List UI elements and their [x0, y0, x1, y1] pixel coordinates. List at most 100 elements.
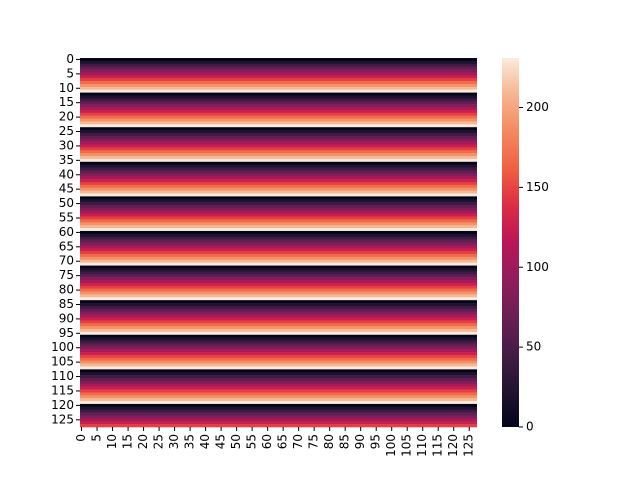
y-tick-label: 115 — [51, 383, 74, 397]
x-tick-label: 30 — [167, 434, 181, 449]
heatmap-row — [80, 317, 477, 321]
heatmap-row — [80, 375, 477, 379]
x-tick-label: 15 — [121, 434, 135, 449]
heatmap-row — [80, 357, 477, 361]
heatmap-row — [80, 349, 477, 353]
heatmap-row — [80, 245, 477, 249]
x-tick-label: 85 — [338, 434, 352, 449]
x-tick-label: 25 — [152, 434, 166, 449]
heatmap-row — [80, 386, 477, 390]
heatmap-row — [80, 219, 477, 223]
x-tick-label: 115 — [431, 434, 445, 457]
y-tick-label: 120 — [51, 398, 74, 412]
x-tick-label: 10 — [105, 434, 119, 449]
x-tick-label: 50 — [229, 434, 243, 449]
heatmap-row — [80, 167, 477, 171]
heatmap-row — [80, 291, 477, 295]
x-tick-label: 0 — [74, 434, 88, 442]
x-tick-label: 45 — [214, 434, 228, 449]
heatmap-row — [80, 328, 477, 333]
heatmap-row — [80, 334, 477, 338]
heatmap-row — [80, 225, 477, 229]
y-tick-label: 0 — [66, 52, 74, 66]
heatmap-row — [80, 228, 477, 232]
heatmap-row — [80, 72, 477, 76]
heatmap-row — [80, 112, 477, 116]
x-tick-label: 100 — [384, 434, 398, 457]
x-tick-label: 95 — [369, 434, 383, 449]
x-tick-label: 80 — [322, 434, 336, 449]
y-tick-label: 90 — [59, 311, 74, 325]
heatmap-row — [80, 406, 477, 411]
heatmap-row — [80, 395, 477, 399]
heatmap-row — [80, 401, 477, 405]
heatmap-row — [80, 383, 477, 387]
heatmap-row — [80, 150, 477, 154]
heatmap-row — [80, 236, 477, 240]
y-tick-label: 110 — [51, 369, 74, 383]
heatmap-row — [80, 398, 477, 402]
y-tick-label: 100 — [51, 340, 74, 354]
x-tick-label: 35 — [183, 434, 197, 449]
x-tick-label: 125 — [462, 434, 476, 457]
heatmap-row — [80, 389, 477, 393]
heatmap-row — [80, 66, 477, 70]
heatmap-row — [80, 104, 477, 108]
heatmap-row — [80, 377, 477, 382]
heatmap-row — [80, 190, 477, 194]
heatmap-row — [80, 285, 477, 289]
heatmap-row — [80, 98, 477, 102]
heatmap-row — [80, 320, 477, 324]
heatmap-row — [80, 311, 477, 315]
x-tick-label: 40 — [198, 434, 212, 449]
heatmap-row — [80, 158, 477, 163]
x-tick-label: 105 — [400, 434, 414, 457]
heatmap-row — [80, 326, 477, 330]
heatmap-row — [80, 58, 477, 62]
heatmap-row — [80, 83, 477, 88]
y-tick-label: 45 — [59, 182, 74, 196]
heatmap-row — [80, 265, 477, 269]
heatmap-row — [80, 424, 477, 428]
colorbar-tick-label: 0 — [526, 420, 534, 434]
heatmap-row — [80, 248, 477, 252]
heatmap-row — [80, 118, 477, 122]
heatmap-row — [80, 210, 477, 214]
heatmap-row — [80, 360, 477, 364]
heatmap-row — [80, 121, 477, 125]
heatmap-row — [80, 130, 477, 134]
y-tick-label: 50 — [59, 196, 74, 210]
x-tick-label: 60 — [260, 434, 274, 449]
heatmap-row — [80, 205, 477, 209]
heatmap-row — [80, 222, 477, 226]
heatmap-row — [80, 239, 477, 243]
y-tick-label: 5 — [66, 66, 74, 80]
heatmap-row — [80, 135, 477, 140]
heatmap-row — [80, 132, 477, 137]
heatmap-row — [80, 415, 477, 419]
y-tick-label: 80 — [59, 283, 74, 297]
heatmap-row — [80, 305, 477, 310]
heatmap-row — [80, 418, 477, 422]
heatmap-row — [80, 196, 477, 200]
colorbar-tick-label: 150 — [526, 180, 549, 194]
x-tick-label: 20 — [136, 434, 150, 449]
heatmap-row — [80, 314, 477, 318]
heatmap-row — [80, 294, 477, 298]
heatmap-row — [80, 78, 477, 82]
heatmap-row — [80, 409, 477, 413]
heatmap-row — [80, 92, 477, 96]
heatmap-row — [80, 207, 477, 212]
heatmap-row — [80, 323, 477, 327]
x-tick-label: 55 — [245, 434, 259, 449]
heatmap-row — [80, 340, 477, 344]
heatmap-row — [80, 242, 477, 246]
y-tick-label: 60 — [59, 225, 74, 239]
heatmap-row — [80, 331, 477, 336]
colorbar — [502, 58, 519, 427]
heatmap-row — [80, 89, 477, 93]
heatmap-row — [80, 124, 477, 128]
heatmap-row — [80, 63, 477, 67]
heatmap-row — [80, 115, 477, 119]
